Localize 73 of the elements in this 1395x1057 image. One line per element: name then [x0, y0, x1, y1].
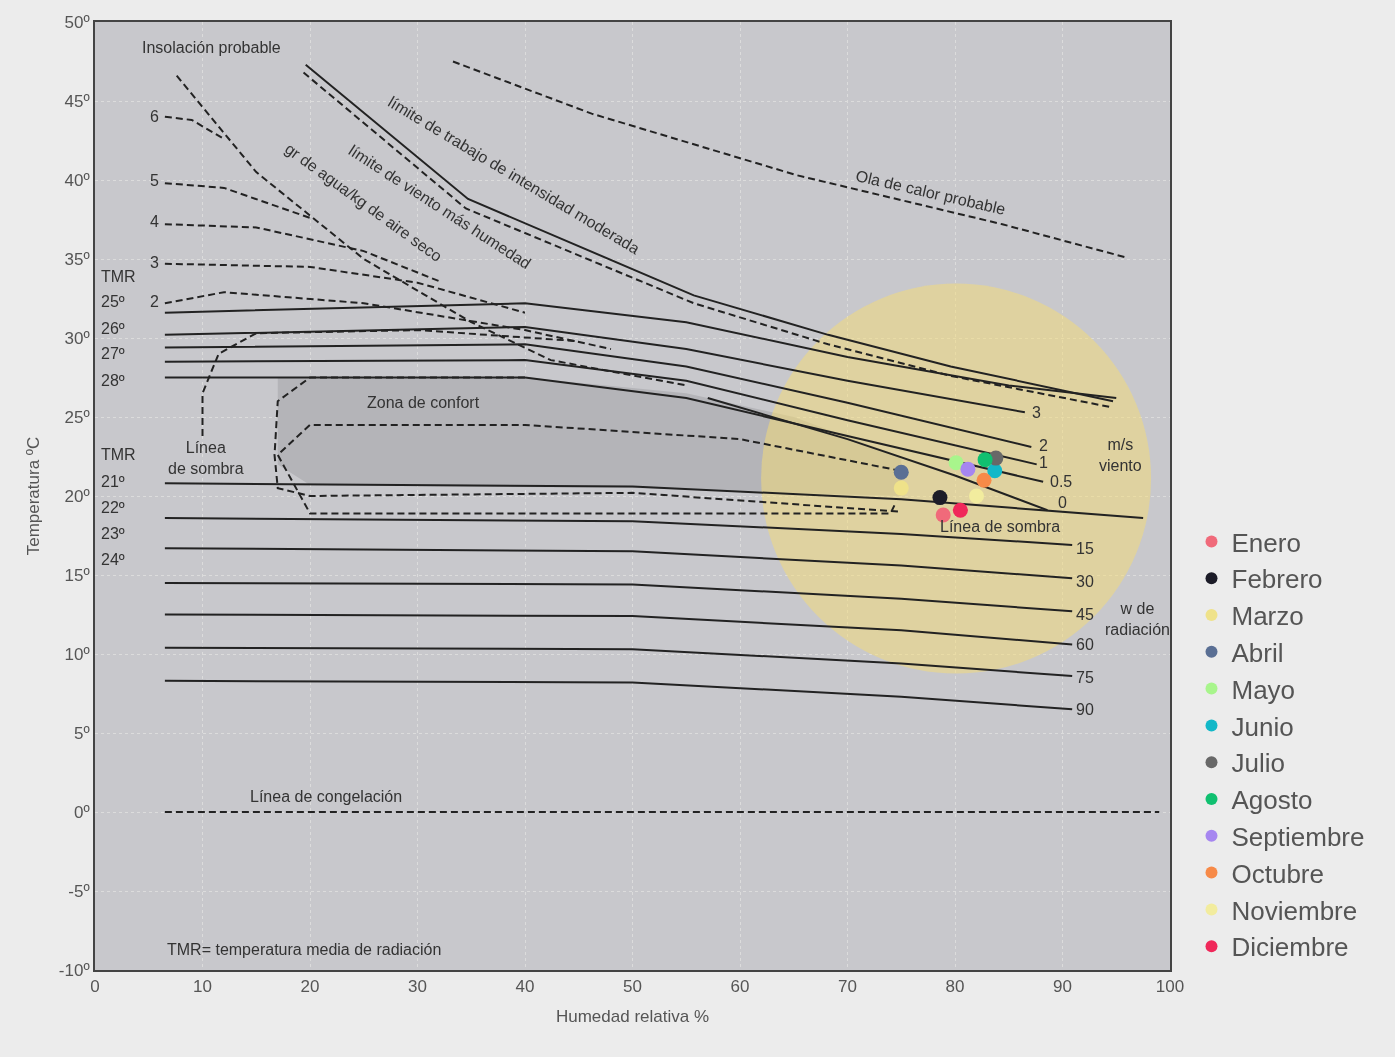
annotation: 3	[1032, 404, 1041, 421]
x-tick-label: 70	[838, 977, 857, 997]
annotation: 6	[150, 108, 159, 125]
annotation: 1	[1039, 454, 1048, 471]
x-tick-label: 0	[90, 977, 100, 997]
annotation: Insolación probable	[142, 39, 281, 56]
x-axis-title: Humedad relativa %	[555, 1007, 710, 1027]
annotation: TMR= temperatura media de radiación	[167, 941, 442, 958]
annotation: 75	[1076, 669, 1094, 686]
legend-label: Abril	[1231, 637, 1284, 668]
annotation: 4	[150, 213, 159, 230]
legend-label: Junio	[1231, 711, 1294, 742]
annotation: 25º	[101, 293, 125, 310]
x-tick-label: 30	[408, 977, 427, 997]
y-tick-label: 10º	[64, 644, 90, 664]
y-axis-title: Temperatura ºC	[23, 436, 43, 556]
y-tick-label: 25º	[64, 407, 90, 427]
y-tick-label: 0º	[73, 802, 90, 822]
x-tick-label: 90	[1053, 977, 1072, 997]
legend-label: Febrero	[1231, 564, 1323, 595]
annotation: Zona de confort	[367, 394, 480, 411]
annotation: Línea de congelación	[250, 788, 403, 805]
annotation: 26º	[101, 320, 125, 337]
y-tick-label: 5º	[73, 723, 90, 743]
annotation: 5	[150, 172, 159, 189]
annotation: 2	[1039, 437, 1048, 454]
legend-label: Marzo	[1231, 601, 1304, 632]
annotation: m/s viento	[1099, 436, 1142, 474]
annotation: TMR	[101, 446, 136, 463]
x-tick-label: 100	[1155, 977, 1185, 997]
annotation: 30	[1076, 573, 1094, 590]
annotation: 2	[150, 293, 159, 310]
annotation: 28º	[101, 372, 125, 389]
annotation: 22º	[101, 499, 125, 516]
annotation: 0.5	[1050, 473, 1073, 490]
x-tick-label: 20	[300, 977, 320, 997]
x-tick-label: 60	[730, 977, 750, 997]
legend-label: Octubre	[1231, 858, 1324, 889]
y-tick-label: 15º	[64, 565, 90, 585]
y-tick-label: 20º	[64, 486, 90, 506]
y-tick-label: 30º	[64, 328, 90, 348]
annotation: 0	[1058, 494, 1067, 511]
legend-label: Agosto	[1231, 785, 1313, 816]
annotation: w de radiación	[1105, 600, 1170, 638]
x-tick-label: 40	[515, 977, 535, 997]
y-tick-label: 35º	[64, 249, 90, 269]
annotation: 24º	[101, 551, 125, 568]
y-tick-label: 40º	[64, 170, 90, 190]
annotation: Línea de sombra	[168, 439, 244, 477]
y-tick-label: 50º	[64, 12, 90, 32]
legend-label: Noviembre	[1231, 895, 1358, 926]
y-tick-label: -5º	[68, 881, 90, 901]
annotation: 23º	[101, 525, 125, 542]
annotation: 45	[1076, 606, 1094, 623]
annotation: 90	[1076, 701, 1094, 718]
legend-label: Mayo	[1231, 674, 1296, 705]
annotation: Línea de sombra	[940, 518, 1061, 535]
legend-label: Diciembre	[1231, 932, 1349, 963]
legend-label: Septiembre	[1231, 821, 1365, 852]
x-tick-label: 10	[193, 977, 212, 997]
annotation: 27º	[101, 345, 125, 362]
annotation: 3	[150, 254, 159, 271]
legend-label: Julio	[1231, 748, 1285, 779]
annotation: Ola de calor probable	[854, 167, 1008, 219]
y-tick-label: 45º	[64, 91, 90, 111]
y-tick-label: -10º	[58, 960, 90, 980]
annotation: TMR	[101, 268, 136, 285]
legend-label: Enero	[1231, 527, 1301, 558]
annotation: 15	[1076, 540, 1094, 557]
annotation: 21º	[101, 473, 125, 490]
annotation: 60	[1076, 636, 1094, 653]
x-tick-label: 80	[945, 977, 965, 997]
x-tick-label: 50	[623, 977, 642, 997]
